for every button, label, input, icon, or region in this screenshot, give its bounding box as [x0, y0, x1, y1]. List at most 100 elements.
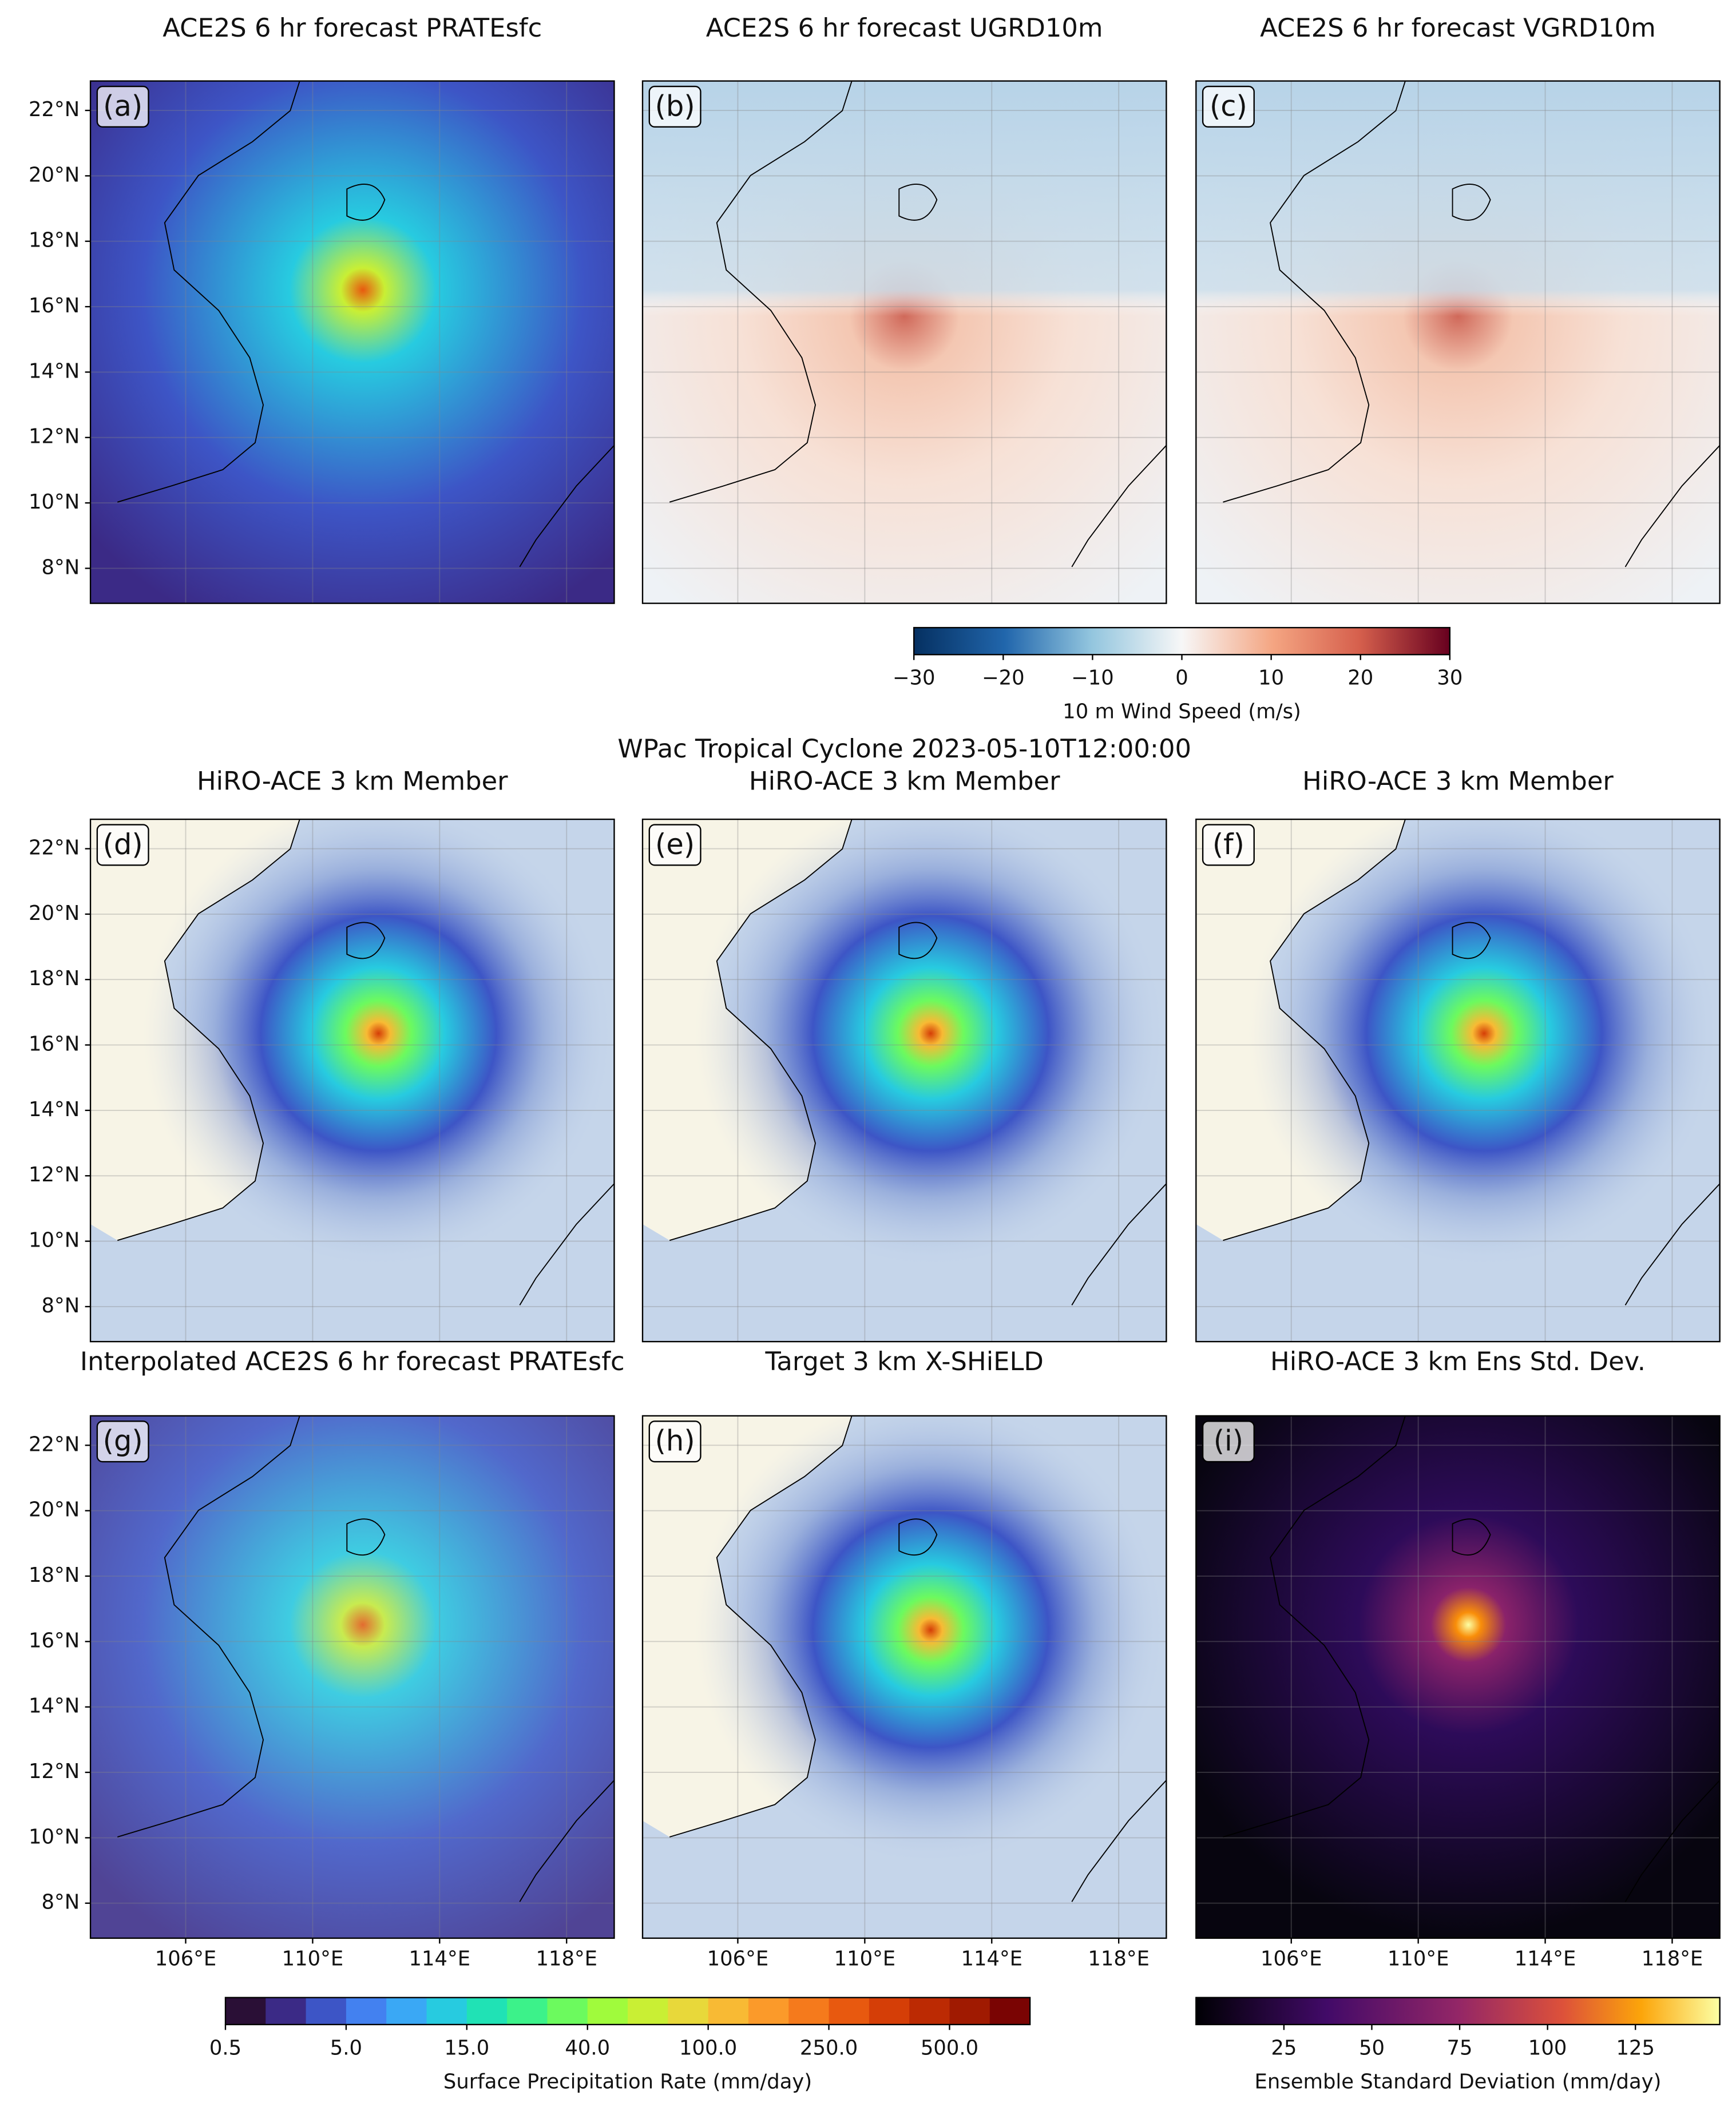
panel-frame [1195, 80, 1721, 604]
map-panel: (a) 22°N 20°N 18°N 16°N 14°N 12°N 10°N 8°N [29, 80, 615, 604]
colorbar: 0.5 5.0 15.0 40.0 100.0 250.0 500.0 Surface Pre… [209, 1997, 1031, 2093]
colorbar-segment [668, 1997, 709, 2025]
y-tick-label: 10°N [29, 1825, 80, 1848]
figure-title: WPac Tropical Cyclone 2023-05-10T12:00:0… [617, 733, 1191, 764]
panel-label-box [96, 824, 149, 866]
panel-label: (d) [103, 828, 143, 861]
stddev-field [1196, 1415, 1720, 1938]
panel-frame [641, 1415, 1167, 1939]
map-content [1196, 1415, 1720, 1938]
precip-field [1196, 819, 1720, 1342]
panel-title: ACE2S 6 hr forecast UGRD10m [706, 13, 1103, 43]
wind-field-overlay [1196, 81, 1720, 604]
colorbar-segment [466, 1997, 508, 2025]
colorbar-segment [386, 1997, 427, 2025]
y-tick-label: 16°N [29, 1629, 80, 1652]
map-content [90, 81, 615, 604]
colorbar-segment [748, 1997, 789, 2025]
colorbar-segment [708, 1997, 749, 2025]
colorbar: 25 50 75 100 125 Ensemble Standard Deviation … [1195, 1997, 1721, 2093]
colorbar-segment [788, 1997, 830, 2025]
y-tick-label: 12°N [29, 1163, 80, 1187]
y-tick-label: 22°N [29, 98, 80, 121]
panel-title: ACE2S 6 hr forecast VGRD10m [1260, 13, 1656, 43]
colorbar-segment [306, 1997, 347, 2025]
panel-label: (c) [1210, 89, 1247, 122]
panel-title: HiRO-ACE 3 km Member [197, 765, 508, 796]
map-content [90, 1415, 615, 1938]
panel-frame [641, 818, 1167, 1343]
panel-title: HiRO-ACE 3 km Member [1302, 765, 1614, 796]
x-tick-label: 106°E [707, 1947, 769, 1971]
colorbar-tick-label: 0.5 [209, 2036, 241, 2060]
colorbar-tick-label: 500.0 [921, 2036, 978, 2060]
colorbar-segment [507, 1997, 548, 2025]
panel-label: (e) [655, 828, 695, 861]
map-panel: (c) [1195, 80, 1721, 604]
panel-title: HiRO-ACE 3 km Member [749, 765, 1060, 796]
panel-label: (b) [655, 89, 695, 122]
panel-label-box [648, 1420, 701, 1463]
map-panel: (h) 106°E 110°E 114°E 118°E [641, 1415, 1167, 1971]
panel-frame [89, 818, 615, 1343]
colorbar-segment [265, 1997, 307, 2025]
panel-frame [89, 80, 615, 604]
x-tick-label: 114°E [409, 1947, 471, 1971]
colorbar-tick-label: 75 [1447, 2036, 1473, 2060]
panel-frame [1195, 1415, 1721, 1939]
panel-label-box [1202, 824, 1255, 866]
y-tick-label: 22°N [29, 1433, 80, 1456]
panel-title: ACE2S 6 hr forecast PRATEsfc [162, 13, 542, 43]
x-tick-label: 114°E [961, 1947, 1022, 1971]
colorbar-label: Ensemble Standard Deviation (mm/day) [1255, 2070, 1662, 2093]
x-tick-label: 110°E [834, 1947, 896, 1971]
colorbar-segment [426, 1997, 467, 2025]
colorbar-tick-label: 15.0 [444, 2036, 489, 2060]
y-tick-label: 12°N [29, 1760, 80, 1783]
colorbar-tick-label: 40.0 [565, 2036, 610, 2060]
y-tick-label: 18°N [29, 229, 80, 252]
map-panel: (i) 106°E 110°E 114°E 118°E [1195, 1415, 1721, 1971]
colorbar-tick-label: −20 [982, 666, 1025, 690]
panel-frame [89, 1415, 615, 1939]
colorbar-segment [949, 1997, 990, 2025]
panel-title: Interpolated ACE2S 6 hr forecast PRATEsf… [80, 1346, 625, 1376]
colorbar-tick-label: 5.0 [330, 2036, 362, 2060]
colorbar: −30 −20 −10 0 10 20 30 10 m Wind Speed (m/s) [893, 626, 1462, 724]
colorbar-frame [1195, 1997, 1721, 2026]
y-tick-label: 18°N [29, 1564, 80, 1587]
colorbar-segment [829, 1997, 870, 2025]
y-tick-label: 10°N [29, 490, 80, 514]
colorbar-gradient [914, 628, 1450, 655]
panel-title: Target 3 km X-SHiELD [764, 1346, 1044, 1376]
interp-field [90, 1415, 615, 1938]
colorbar-tick-label: 100.0 [679, 2036, 737, 2060]
colorbar-gradient [1196, 1997, 1720, 2025]
y-tick-label: 16°N [29, 294, 80, 318]
colorbar-segment [547, 1997, 588, 2025]
x-tick-label: 106°E [155, 1947, 217, 1971]
map-content [643, 819, 1167, 1342]
colorbar-label: Surface Precipitation Rate (mm/day) [443, 2070, 812, 2093]
colorbar-tick-label: −10 [1071, 666, 1114, 690]
map-panel: (g) 22°N 20°N 18°N 16°N 14°N 12°N 10°N 8°N 106°E 1… [29, 1415, 615, 1971]
x-tick-label: 114°E [1515, 1947, 1576, 1971]
x-tick-label: 110°E [282, 1947, 344, 1971]
panel-label: (f) [1212, 828, 1244, 861]
x-tick-label: 118°E [1088, 1947, 1150, 1971]
colorbar-segment [225, 1997, 267, 2025]
map-content [1196, 81, 1720, 604]
map-content [90, 819, 615, 1342]
colorbar-segment [587, 1997, 628, 2025]
panel-label-box [1202, 85, 1255, 128]
panel-frame [641, 80, 1167, 604]
colorbar-segment [346, 1997, 387, 2025]
map-panel: (d) 22°N 20°N 18°N 16°N 14°N 12°N 10°N 8°N [29, 818, 615, 1343]
y-tick-label: 18°N [29, 967, 80, 990]
colorbar-label: 10 m Wind Speed (m/s) [1063, 700, 1301, 724]
x-tick-label: 118°E [536, 1947, 597, 1971]
precip-field [90, 81, 615, 604]
map-panel: (f) [1195, 818, 1721, 1343]
colorbar-segment [628, 1997, 669, 2025]
